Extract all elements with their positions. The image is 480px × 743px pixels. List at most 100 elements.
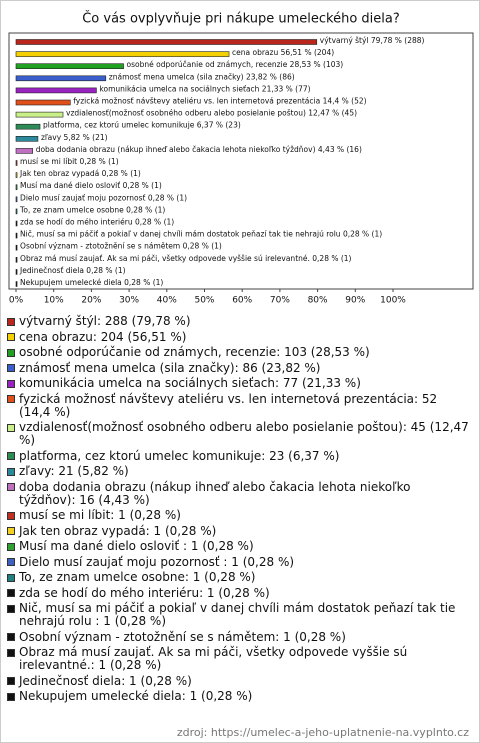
bar-label: Jedinečnosť diela 0,28 % (1) <box>19 266 126 275</box>
bar <box>15 244 18 251</box>
bar-label: Nič, musí sa mi páčiť a pokiaľ v danej c… <box>20 230 382 239</box>
bar-label: musí se mi líbit 0,28 % (1) <box>20 157 119 166</box>
chart: Čo vás ovplyvňuje pri nákupe umeleckého … <box>8 11 474 306</box>
bar-label: výtvarný štýl 79,78 % (288) <box>320 36 425 45</box>
legend-label: Jak ten obraz vypadá: 1 (0,28 %) <box>19 523 217 538</box>
legend-item: fyzická možnosť návštevy ateliéru vs. le… <box>7 392 469 419</box>
bar <box>15 160 18 166</box>
bar-label: komunikácia umelca na sociálnych sieťach… <box>99 84 310 93</box>
x-tick-label: 20% <box>81 296 101 306</box>
plot-frame <box>8 32 474 290</box>
legend-item: známosť mena umelca (sila značky): 86 (2… <box>7 361 469 375</box>
legend-item: Dielo musí zaujať moju pozornosť : 1 (0,… <box>7 554 469 569</box>
x-tick-label: 40% <box>157 296 177 306</box>
legend-item: To, ze znam umelce osobne: 1 (0,28 %) <box>7 571 469 584</box>
legend-label: vzdialenosť(možnosť osobného odberu aleb… <box>19 420 469 447</box>
bar <box>15 63 124 70</box>
bar <box>15 208 18 215</box>
bar-label: fyzická možnosť návštevy ateliéru vs. le… <box>73 97 366 106</box>
bar <box>15 220 18 227</box>
x-tick-label: 30% <box>119 296 139 306</box>
bar <box>15 281 18 287</box>
bar-label: vzdialenosť(možnosť osobného odberu aleb… <box>66 109 357 118</box>
bar <box>15 148 34 154</box>
legend-item: musí se mi líbit: 1 (0,28 %) <box>7 509 469 522</box>
bar-label: zda se hodí do mého interiéru 0,28 % (1) <box>20 218 174 227</box>
legend-item: Jak ten obraz vypadá: 1 (0,28 %) <box>7 523 469 538</box>
bar <box>15 39 318 45</box>
legend-swatch <box>7 333 15 341</box>
x-tick-label: 0% <box>9 296 24 306</box>
legend-swatch <box>7 542 15 551</box>
legend-swatch <box>7 648 15 657</box>
bar-label: doba dodania obrazu (nákup ihneď alebo č… <box>36 145 362 154</box>
source: zdroj: https://umelec-a-jeho-uplatnenie-… <box>176 726 469 739</box>
bar <box>15 196 18 203</box>
bar-label: Jak ten obraz vypadá 0,28 % (1) <box>19 169 141 178</box>
bar <box>15 51 230 57</box>
legend-swatch <box>7 573 15 582</box>
legend-swatch <box>7 452 15 460</box>
legend-item: doba dodania obrazu (nákup ihneď alebo č… <box>7 480 469 507</box>
legend-label: Jedinečnosť diela: 1 (0,28 %) <box>19 673 192 688</box>
bar-label: Dielo musí zaujať moju pozornosť 0,28 % … <box>20 193 187 202</box>
legend-item: Osobní význam - ztotožnění se s námětem:… <box>7 629 469 644</box>
bar-label: platforma, cez ktorú umelec komunikuje 6… <box>43 121 241 130</box>
bar <box>15 269 18 275</box>
legend-swatch <box>7 589 15 597</box>
legend-swatch <box>7 511 15 520</box>
bar <box>15 232 18 239</box>
legend-item: cena obrazu: 204 (56,51 %) <box>7 330 469 344</box>
legend-swatch <box>7 527 15 535</box>
legend-swatch <box>7 395 15 403</box>
bar <box>15 256 18 263</box>
legend-item: komunikácia umelca na sociálnych sieťach… <box>7 377 469 390</box>
legend-swatch <box>7 558 15 566</box>
chart-title: Čo vás ovplyvňuje pri nákupe umeleckého … <box>82 11 400 27</box>
x-tick-label: 70% <box>270 296 290 306</box>
legend-swatch <box>7 364 15 372</box>
bar <box>15 184 18 190</box>
legend-swatch <box>7 677 15 685</box>
bar-label: Obraz má musí zaujať. Ak sa mi páči, vše… <box>20 254 352 263</box>
legend-label: platforma, cez ktorú umelec komunikuje: … <box>19 448 340 463</box>
legend-item: zľavy: 21 (5,82 %) <box>7 465 469 478</box>
legend-label: Dielo musí zaujať moju pozornosť : 1 (0,… <box>19 554 295 569</box>
x-tick-label: 80% <box>308 296 328 306</box>
x-tick-label: 50% <box>194 296 214 306</box>
bar-label: zľavy 5,82 % (21) <box>41 133 108 142</box>
legend-label: zda se hodí do mého interiéru: 1 (0,28 %… <box>19 585 270 600</box>
legend-label: komunikácia umelca na sociálnych sieťach… <box>19 376 361 390</box>
bar-label: To, ze znam umelce osobne 0,28 % (1) <box>19 205 165 214</box>
bar-label: Musí ma dané dielo osloviť 0,28 % (1) <box>20 181 162 190</box>
legend-item: platforma, cez ktorú umelec komunikuje: … <box>7 448 469 463</box>
bar <box>15 99 71 106</box>
x-tick-label: 100% <box>380 296 406 306</box>
legend-swatch <box>7 604 15 613</box>
bar <box>15 136 39 142</box>
legend-label: musí se mi líbit: 1 (0,28 %) <box>19 508 181 522</box>
legend-item: výtvarný štýl: 288 (79,78 %) <box>7 315 469 328</box>
legend-item: Nič, musí sa mi páčiť a pokiaľ v danej c… <box>7 602 469 628</box>
bar <box>15 172 18 178</box>
legend-swatch <box>7 423 15 432</box>
bar-label: známosť mena umelca (sila značky) 23,82 … <box>109 72 295 81</box>
legend-label: Osobní význam - ztotožnění se s námětem:… <box>19 629 346 644</box>
legend-swatch <box>7 379 15 388</box>
bar-label: Osobní význam - ztotožnění se s námětem … <box>20 242 222 251</box>
legend-swatch <box>7 483 15 491</box>
legend-item: Jedinečnosť diela: 1 (0,28 %) <box>7 673 469 688</box>
legend-label: Nič, musí sa mi páčiť a pokiaľ v danej c… <box>19 601 456 628</box>
legend-item: zda se hodí do mého interiéru: 1 (0,28 %… <box>7 585 469 600</box>
x-tick-label: 90% <box>345 296 365 306</box>
x-tick-label: 10% <box>44 296 64 306</box>
x-tick-label: 60% <box>232 296 252 306</box>
legend: výtvarný štýl: 288 (79,78 %) cena obrazu:… <box>7 315 469 706</box>
bar <box>15 123 41 130</box>
legend-label: výtvarný štýl: 288 (79,78 %) <box>19 314 191 328</box>
legend-item: vzdialenosť(možnosť osobného odberu aleb… <box>7 421 469 447</box>
legend-swatch <box>7 348 15 357</box>
legend-label: Nekupujem umelecké diela: 1 (0,28 %) <box>19 689 253 703</box>
bar-label: Nekupujem umelecké diela 0,28 % (1) <box>20 278 163 287</box>
